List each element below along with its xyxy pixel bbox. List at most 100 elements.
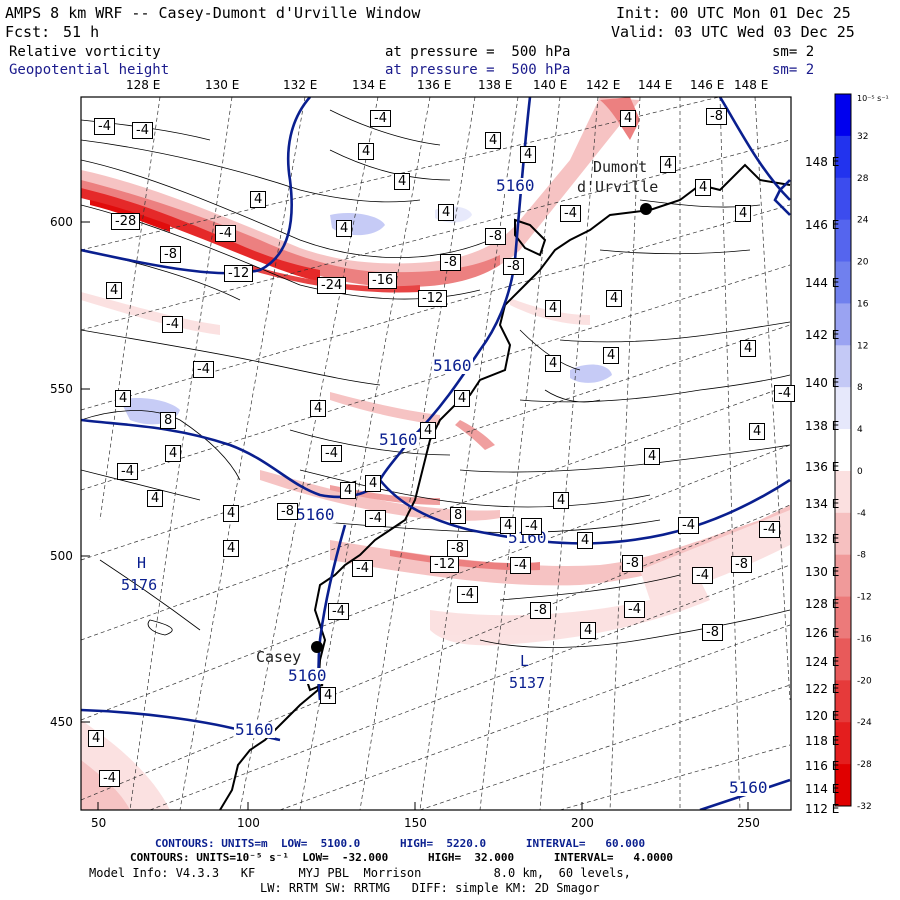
vorticity-contour-label: 4 bbox=[394, 173, 411, 190]
colorbar-tick-label: 32 bbox=[857, 132, 868, 142]
field1-level: at pressure = 500 hPa bbox=[385, 44, 571, 60]
right-lon-label: 128 E bbox=[805, 597, 840, 611]
vorticity-contour-label: -8 bbox=[706, 108, 727, 125]
vorticity-contour-label: -4 bbox=[365, 510, 386, 527]
vorticity-contour-label: 4 bbox=[520, 146, 537, 163]
right-lon-label: 114 E bbox=[805, 782, 840, 796]
vorticity-contour-label: 4 bbox=[420, 422, 437, 439]
colorbar-tick-label: -8 bbox=[857, 551, 866, 561]
top-lon-label: 128 E bbox=[126, 78, 161, 92]
vorticity-contour-label: 4 bbox=[660, 156, 677, 173]
height-contour-label: 5160 bbox=[378, 430, 419, 449]
vorticity-contour-label: -8 bbox=[447, 540, 468, 557]
vorticity-contour-label: 4 bbox=[438, 204, 455, 221]
colorbar-tick-label: 12 bbox=[857, 341, 868, 351]
dumont-label: Dumont bbox=[593, 158, 648, 176]
low-marker: L bbox=[520, 652, 530, 670]
footer-physics-info: LW: RRTM SW: RRTMG DIFF: simple KM: 2D S… bbox=[260, 881, 600, 895]
vorticity-contour-label: -8 bbox=[530, 602, 551, 619]
forecast-label: Fcst: bbox=[5, 23, 51, 41]
vorticity-contour-label: -8 bbox=[160, 246, 181, 263]
vorticity-contour-label: 4 bbox=[165, 445, 182, 462]
vorticity-contour-label: 4 bbox=[454, 390, 471, 407]
lat-lon-grid bbox=[81, 97, 791, 810]
bottom-axis-label-50: 50 bbox=[91, 816, 107, 830]
vorticity-contour-label: -28 bbox=[111, 213, 141, 230]
colorbar-swatch bbox=[835, 680, 851, 723]
right-lon-label: 116 E bbox=[805, 759, 840, 773]
footer-line2-label: CONTOURS: bbox=[130, 851, 190, 864]
right-lon-label: 118 E bbox=[805, 734, 840, 748]
vorticity-contour-label: -4 bbox=[328, 603, 349, 620]
colorbar-swatch bbox=[835, 596, 851, 639]
right-lon-label: 126 E bbox=[805, 626, 840, 640]
vorticity-contour-label: 4 bbox=[577, 532, 594, 549]
colorbar-swatch bbox=[835, 94, 851, 137]
bottom-axis-label-100: 100 bbox=[237, 816, 260, 830]
init-time: Init: 00 UTC Mon 01 Dec 25 bbox=[616, 4, 851, 22]
valid-time: Valid: 03 UTC Wed 03 Dec 25 bbox=[611, 23, 855, 41]
field2-name: Geopotential height bbox=[9, 62, 170, 78]
vorticity-contour-label: 8 bbox=[450, 507, 467, 524]
right-lon-label: 146 E bbox=[805, 218, 840, 232]
right-lon-label: 144 E bbox=[805, 276, 840, 290]
right-lon-label: 130 E bbox=[805, 565, 840, 579]
vorticity-contour-label: 4 bbox=[115, 390, 132, 407]
high-value: 5176 bbox=[121, 576, 158, 594]
right-lon-label: 142 E bbox=[805, 328, 840, 342]
high-marker: H bbox=[137, 554, 147, 572]
right-lon-label: 138 E bbox=[805, 419, 840, 433]
height-contour-label: 5160 bbox=[728, 778, 769, 797]
left-axis-ticks bbox=[81, 221, 749, 810]
vorticity-contour-label: -12 bbox=[224, 265, 254, 282]
top-lon-label: 138 E bbox=[478, 78, 513, 92]
height-contour-label: 5160 bbox=[495, 176, 536, 195]
vorticity-contour-label: 4 bbox=[485, 132, 502, 149]
low-value: 5137 bbox=[509, 674, 546, 692]
colorbar-swatch bbox=[835, 638, 851, 681]
vorticity-contour-label: -4 bbox=[215, 225, 236, 242]
footer-line1-values: UNITS=m LOW= 5100.0 HIGH= 5220.0 INTERVA… bbox=[221, 837, 646, 850]
vorticity-contour-label: -16 bbox=[368, 272, 398, 289]
map-plot bbox=[81, 97, 791, 810]
vorticity-shading bbox=[81, 97, 790, 810]
vorticity-contour-label: 4 bbox=[223, 505, 240, 522]
vorticity-contour-label: 4 bbox=[88, 730, 105, 747]
right-lon-label: 132 E bbox=[805, 532, 840, 546]
colorbar-tick-label: -32 bbox=[857, 802, 872, 812]
vorticity-contour-label: -12 bbox=[418, 290, 448, 307]
top-lon-label: 144 E bbox=[638, 78, 673, 92]
vorticity-contour-label: -24 bbox=[317, 277, 347, 294]
bottom-axis-label-200: 200 bbox=[571, 816, 594, 830]
top-lon-label: 130 E bbox=[205, 78, 240, 92]
vorticity-contour-label: 4 bbox=[749, 423, 766, 440]
vorticity-contour-label: -4 bbox=[352, 560, 373, 577]
colorbar-tick-label: -20 bbox=[857, 676, 872, 686]
bottom-axis-label-150: 150 bbox=[404, 816, 427, 830]
vorticity-contour-label: -4 bbox=[132, 122, 153, 139]
vorticity-contour-label: 4 bbox=[695, 179, 712, 196]
top-lon-label: 134 E bbox=[352, 78, 387, 92]
vorticity-contour-label: 4 bbox=[500, 517, 517, 534]
height-contour-label: 5160 bbox=[234, 720, 275, 739]
vorticity-contour-label: 4 bbox=[365, 475, 382, 492]
right-lon-label: 112 E bbox=[805, 802, 840, 816]
right-lon-label: 134 E bbox=[805, 497, 840, 511]
footer-model-info: Model Info: V4.3.3 KF MYJ PBL Morrison 8… bbox=[89, 866, 631, 880]
vorticity-contour-label: -8 bbox=[485, 228, 506, 245]
colorbar-tick-label: -4 bbox=[857, 509, 866, 519]
field1-smoothing: sm= 2 bbox=[772, 44, 815, 60]
vorticity-contour-label: -4 bbox=[117, 463, 138, 480]
field1-name: Relative vorticity bbox=[9, 44, 161, 60]
vorticity-contour-label: -4 bbox=[457, 586, 478, 603]
vorticity-contour-label: -8 bbox=[440, 254, 461, 271]
vorticity-contour-label: 4 bbox=[250, 191, 267, 208]
colorbar-swatch bbox=[835, 387, 851, 430]
vorticity-contour-label: 4 bbox=[580, 622, 597, 639]
casey-label: Casey bbox=[256, 648, 302, 666]
vorticity-contour-label: 4 bbox=[644, 448, 661, 465]
vorticity-contour-label: -4 bbox=[774, 385, 795, 402]
casey-station-dot bbox=[311, 641, 323, 653]
colorbar-swatch bbox=[835, 764, 851, 807]
vorticity-contour-label: 4 bbox=[545, 355, 562, 372]
